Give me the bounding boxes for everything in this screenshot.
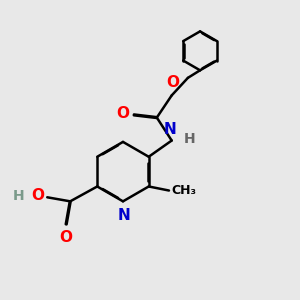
Text: N: N: [164, 122, 177, 137]
Text: CH₃: CH₃: [172, 184, 197, 197]
Text: O: O: [167, 75, 179, 90]
Text: O: O: [60, 230, 73, 245]
Text: H: H: [13, 189, 25, 203]
Text: H: H: [184, 132, 196, 146]
Text: N: N: [118, 208, 131, 223]
Text: O: O: [116, 106, 129, 121]
Text: O: O: [31, 188, 44, 203]
